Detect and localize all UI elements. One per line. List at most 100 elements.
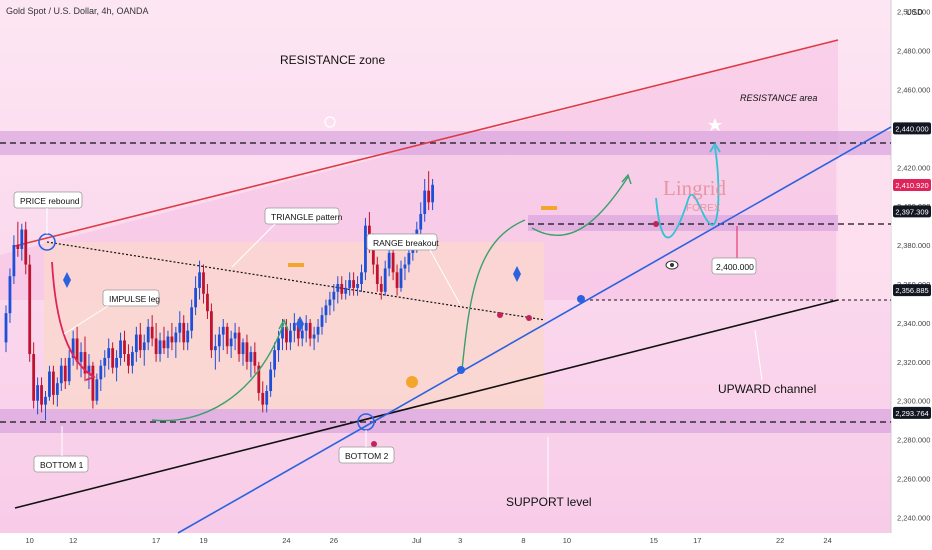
candle-body <box>360 272 363 285</box>
candle-body <box>115 357 118 368</box>
candle-body <box>99 365 103 380</box>
candle-body <box>320 315 324 327</box>
price-pill <box>893 122 931 135</box>
time-tick-label: 15 <box>650 536 658 545</box>
candle-body <box>48 371 51 397</box>
resistance-shading <box>0 40 838 300</box>
support-level-label: SUPPORT level <box>506 495 592 509</box>
snail-icon <box>406 376 418 388</box>
candle-body <box>111 348 115 368</box>
channel-touch-dot-1 <box>457 366 465 374</box>
candle-body <box>210 311 213 351</box>
candle-body <box>265 390 269 405</box>
resistance-area-label: RESISTANCE area <box>740 93 817 103</box>
range-breakout-callout: RANGE breakout <box>366 233 461 305</box>
rocket-icon-1 <box>63 272 71 288</box>
candle-body <box>233 332 237 339</box>
pink-dot-4 <box>371 441 377 447</box>
time-tick-label: 17 <box>693 536 701 545</box>
candle-body <box>379 284 383 292</box>
candle-body <box>95 379 99 401</box>
breakout-arrow-1 <box>461 219 526 371</box>
candles-group <box>4 171 434 421</box>
candle-body <box>63 365 67 382</box>
candle-body <box>174 332 178 343</box>
candle-body <box>423 190 427 214</box>
price-pill-label: 2,397.309 <box>895 207 928 216</box>
price-tick-label: 2,380.000 <box>897 241 930 250</box>
candle-body <box>4 313 8 343</box>
triangle-pattern-label: TRIANGLE pattern <box>271 212 343 222</box>
brand-watermark-sub: FOREX <box>686 203 721 214</box>
candle-body <box>67 357 71 382</box>
candle-body <box>324 305 328 316</box>
candle-body <box>217 334 221 347</box>
price-tick-label: 2,320.000 <box>897 358 930 367</box>
candle-body <box>332 291 336 300</box>
rally-arrowhead <box>278 318 289 331</box>
price-pill <box>893 284 931 297</box>
candle-body <box>419 213 423 230</box>
candle-body <box>269 369 273 391</box>
time-tick-label: 22 <box>776 536 784 545</box>
price-tick-label: 2,500.000 <box>897 8 930 17</box>
brand-watermark: Lingrid <box>663 176 726 200</box>
candle-body <box>344 287 348 294</box>
candle-body <box>162 340 166 349</box>
candle-body <box>202 272 205 294</box>
price-pill-label: 2,293.764 <box>895 409 928 418</box>
projection-arrowhead <box>709 142 721 153</box>
candle-body <box>375 264 379 285</box>
pink-dot-3 <box>653 221 659 227</box>
candle-body <box>221 326 225 335</box>
info-icon[interactable] <box>324 116 336 128</box>
candle-body <box>36 385 39 401</box>
candle-body <box>328 299 332 306</box>
price-axis-background <box>891 0 932 550</box>
candle-body <box>273 350 276 370</box>
candle-body <box>340 284 344 294</box>
candle-body <box>399 268 403 288</box>
bottom1-callout: BOTTOM 1 <box>33 426 89 473</box>
candle-body <box>198 272 201 288</box>
candle-body <box>119 340 122 358</box>
candle-body <box>24 229 28 265</box>
candle-body <box>55 383 59 395</box>
currency-label: USD <box>906 8 923 17</box>
candle-body <box>383 268 387 292</box>
candle-body <box>407 252 411 265</box>
candle-body <box>371 245 375 265</box>
candle-body <box>316 326 320 335</box>
impulse-arrowhead <box>85 371 96 381</box>
channel-touch-dot-2 <box>577 295 585 303</box>
channel-trendline <box>177 126 892 534</box>
candle-body <box>364 225 367 273</box>
candle-body <box>292 322 296 331</box>
time-tick-label: 17 <box>152 536 160 545</box>
candle-body <box>28 264 32 355</box>
channel-pointer <box>754 329 763 381</box>
upward-channel-label: UPWARD channel <box>718 382 816 396</box>
candle-body <box>166 336 170 349</box>
time-tick-label: 26 <box>330 536 338 545</box>
bottom2-callout: BOTTOM 2 <box>338 430 395 464</box>
candle-body <box>87 365 91 374</box>
price-tick-label: 2,300.000 <box>897 397 930 406</box>
candle-body <box>178 322 182 333</box>
candle-body <box>387 252 391 269</box>
candle-body <box>225 326 229 347</box>
time-tick-label: 24 <box>282 536 290 545</box>
time-tick-label: 10 <box>563 536 571 545</box>
candle-body <box>107 348 111 358</box>
candle-body <box>312 334 316 339</box>
candle-body <box>16 245 20 249</box>
candle-body <box>427 190 431 203</box>
candle-body <box>75 338 79 362</box>
resistance-trendline <box>14 39 839 247</box>
candle-body <box>395 272 399 288</box>
triangle-upper-line <box>46 241 546 321</box>
time-tick-label: 8 <box>521 536 525 545</box>
candle-body <box>281 326 284 339</box>
candle-body <box>127 354 130 366</box>
